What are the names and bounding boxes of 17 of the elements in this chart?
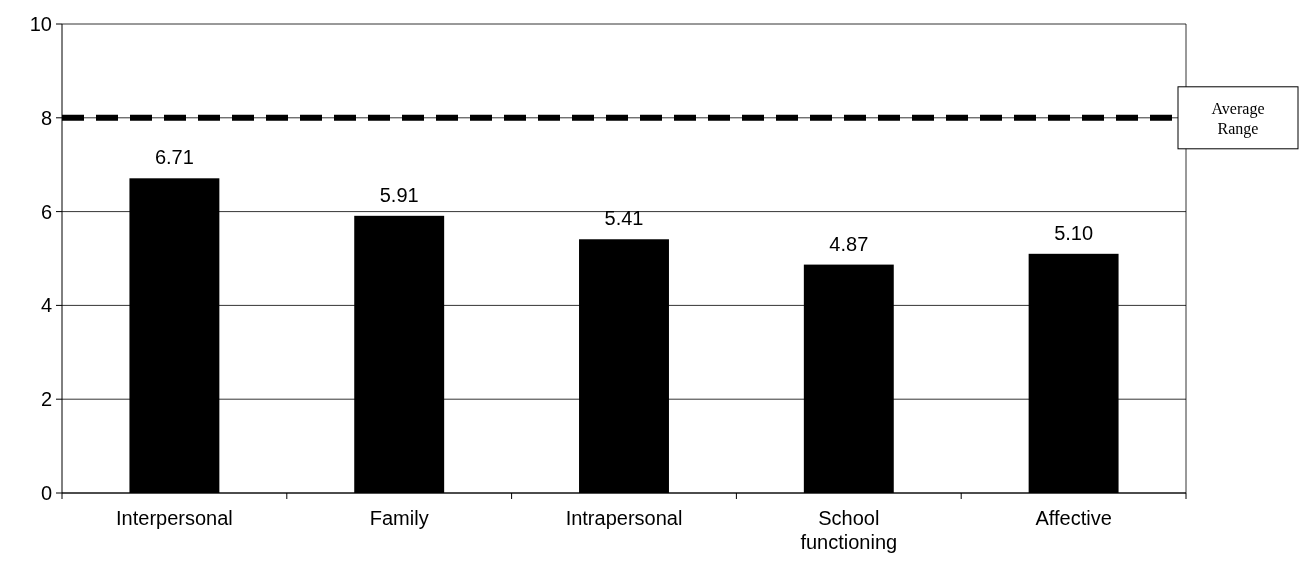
data-label: 5.41 xyxy=(604,207,644,230)
ref-line-label: Average Range xyxy=(1211,99,1265,138)
data-label: 4.87 xyxy=(829,232,869,255)
x-tick-label: Affective xyxy=(1035,507,1112,529)
data-label: 5.91 xyxy=(379,183,419,206)
y-tick-label: 8 xyxy=(40,106,52,129)
y-tick-label: 10 xyxy=(29,13,52,35)
data-label: 5.10 xyxy=(1054,221,1094,244)
x-tick-label: Family xyxy=(369,507,429,529)
y-tick-label: 0 xyxy=(40,482,52,504)
data-label: 6.71 xyxy=(154,146,194,169)
y-tick-label: 6 xyxy=(40,200,52,223)
x-tick-label: Intrapersonal xyxy=(565,507,683,529)
x-tick-label: School functioning xyxy=(800,507,898,553)
y-tick-label: 2 xyxy=(40,388,52,411)
y-tick-label: 4 xyxy=(40,294,52,317)
x-tick-label: Interpersonal xyxy=(116,507,233,529)
